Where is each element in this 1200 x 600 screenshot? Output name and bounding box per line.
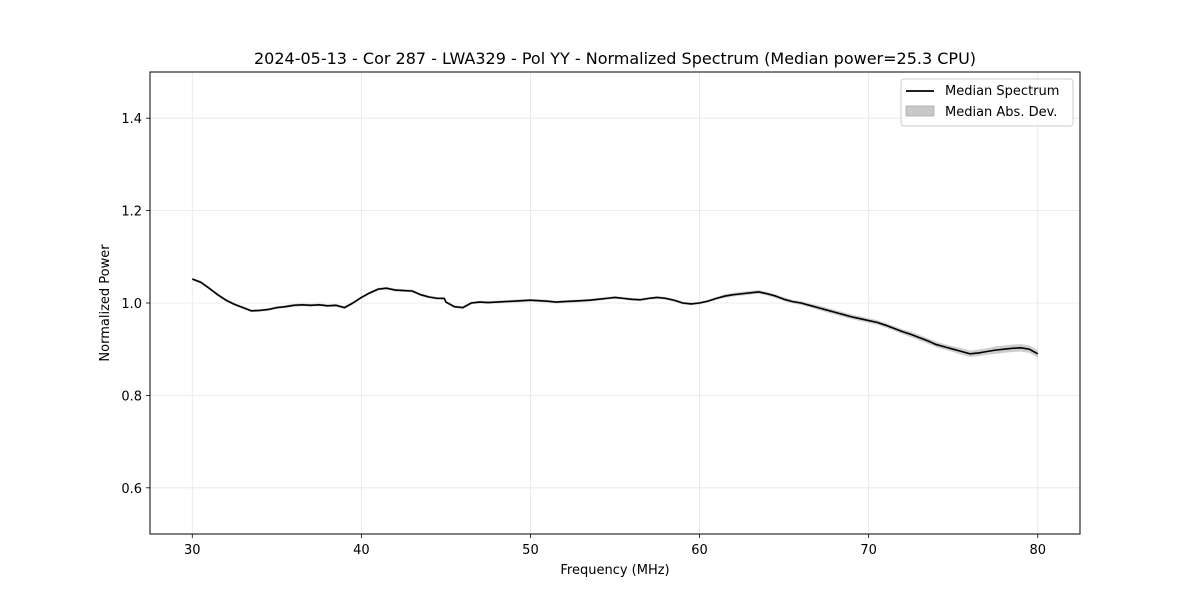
y-tick-label: 1.4 (121, 112, 142, 127)
x-axis: 30 40 50 60 70 80 (184, 534, 1046, 558)
legend-label-median-abs-dev: Median Abs. Dev. (945, 105, 1057, 120)
y-tick-label: 1.0 (121, 297, 142, 312)
x-tick-label: 70 (860, 543, 877, 558)
legend-band-swatch (905, 105, 935, 117)
chart-title: 2024-05-13 - Cor 287 - LWA329 - Pol YY -… (254, 49, 976, 68)
x-tick-label: 30 (184, 543, 201, 558)
x-tick-label: 50 (522, 543, 539, 558)
x-axis-label: Frequency (MHz) (560, 563, 669, 578)
y-tick-label: 0.6 (121, 482, 142, 497)
y-axis: 0.6 0.8 1.0 1.2 1.4 (121, 112, 150, 497)
x-tick-label: 80 (1029, 543, 1046, 558)
legend: Median Spectrum Median Abs. Dev. (900, 78, 1074, 127)
median-spectrum-line (191, 278, 1039, 355)
y-axis-label: Normalized Power (98, 244, 113, 362)
y-tick-label: 0.8 (121, 389, 142, 404)
mad-band (192, 277, 1038, 358)
spectrum-line-layer (191, 278, 1039, 355)
y-tick-label: 1.2 (121, 205, 142, 220)
x-tick-label: 40 (353, 543, 370, 558)
legend-box (900, 78, 1074, 127)
grid (150, 72, 1080, 534)
mad-band-layer (192, 277, 1038, 358)
legend-label-median-spectrum: Median Spectrum (945, 84, 1059, 99)
x-tick-label: 60 (691, 543, 708, 558)
